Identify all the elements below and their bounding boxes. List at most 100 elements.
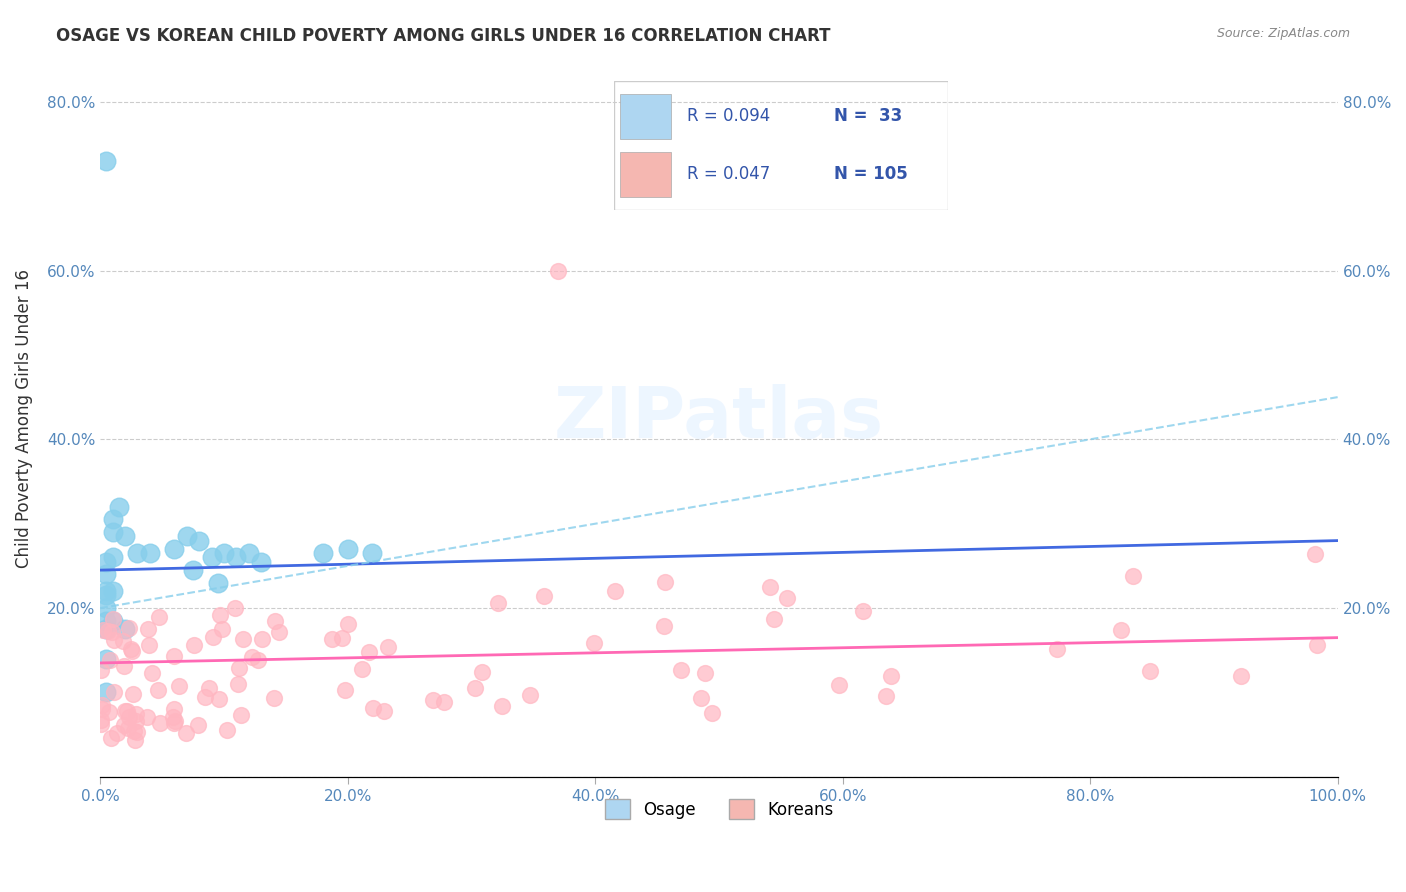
Koreans [163, 714, 186, 728]
Koreans [97, 624, 120, 638]
Osage [188, 533, 211, 548]
Koreans [141, 665, 163, 680]
Osage [176, 529, 198, 543]
Osage [127, 546, 149, 560]
Koreans [547, 263, 569, 277]
Koreans [1109, 624, 1132, 638]
Koreans [357, 645, 380, 659]
Osage [163, 542, 186, 557]
Osage [114, 622, 136, 636]
Koreans [232, 632, 254, 646]
Koreans [240, 650, 263, 665]
Koreans [138, 638, 160, 652]
Koreans [118, 621, 141, 635]
Osage [96, 584, 118, 599]
Koreans [373, 704, 395, 718]
Koreans [121, 687, 143, 701]
Koreans [163, 716, 186, 731]
Koreans [90, 716, 112, 731]
Koreans [1122, 569, 1144, 583]
Koreans [163, 648, 186, 663]
Koreans [519, 688, 541, 702]
Koreans [183, 638, 205, 652]
Koreans [91, 701, 114, 715]
Koreans [762, 612, 785, 626]
Koreans [98, 706, 121, 720]
Koreans [702, 706, 724, 720]
Koreans [197, 681, 219, 695]
Koreans [115, 705, 138, 719]
Koreans [149, 715, 172, 730]
Koreans [211, 622, 233, 636]
Osage [207, 575, 229, 590]
Koreans [187, 718, 209, 732]
Koreans [208, 607, 231, 622]
Koreans [100, 731, 122, 745]
Koreans [263, 614, 285, 628]
Koreans [228, 676, 250, 690]
Koreans [163, 702, 186, 716]
Koreans [120, 641, 142, 656]
Koreans [875, 689, 897, 703]
Osage [96, 555, 118, 569]
Y-axis label: Child Poverty Among Girls Under 16: Child Poverty Among Girls Under 16 [15, 268, 32, 567]
Koreans [112, 658, 135, 673]
Text: Source: ZipAtlas.com: Source: ZipAtlas.com [1216, 27, 1350, 40]
Koreans [101, 612, 124, 626]
Koreans [228, 661, 250, 675]
Koreans [250, 632, 273, 646]
Koreans [201, 630, 224, 644]
Koreans [162, 710, 184, 724]
Text: ZIPatlas: ZIPatlas [554, 384, 884, 453]
Osage [225, 550, 247, 565]
Koreans [880, 669, 903, 683]
Koreans [112, 718, 135, 732]
Koreans [1139, 665, 1161, 679]
Osage [101, 550, 124, 565]
Koreans [1046, 641, 1069, 656]
Koreans [101, 625, 124, 640]
Koreans [350, 662, 373, 676]
Koreans [125, 706, 148, 721]
Osage [181, 563, 204, 577]
Osage [250, 555, 273, 569]
Koreans [121, 644, 143, 658]
Koreans [852, 604, 875, 618]
Osage [361, 546, 384, 560]
Koreans [111, 633, 134, 648]
Osage [336, 542, 359, 557]
Koreans [124, 723, 146, 738]
Osage [96, 622, 118, 636]
Koreans [174, 726, 197, 740]
Koreans [103, 685, 125, 699]
Koreans [127, 724, 149, 739]
Koreans [654, 574, 676, 589]
Koreans [263, 690, 285, 705]
Osage [96, 567, 118, 582]
Koreans [167, 679, 190, 693]
Koreans [91, 623, 114, 637]
Osage [96, 601, 118, 615]
Koreans [117, 722, 139, 736]
Koreans [605, 583, 627, 598]
Koreans [583, 636, 606, 650]
Koreans [124, 732, 146, 747]
Koreans [1303, 548, 1326, 562]
Osage [108, 500, 131, 514]
Koreans [775, 591, 797, 605]
Osage [201, 550, 224, 565]
Osage [101, 525, 124, 540]
Legend: Osage, Koreans: Osage, Koreans [598, 792, 839, 826]
Koreans [125, 714, 148, 728]
Koreans [208, 692, 231, 706]
Koreans [652, 619, 675, 633]
Koreans [90, 698, 112, 713]
Koreans [361, 701, 384, 715]
Koreans [471, 665, 494, 679]
Koreans [217, 723, 239, 737]
Koreans [333, 683, 356, 698]
Koreans [491, 699, 513, 714]
Koreans [247, 653, 270, 667]
Koreans [693, 665, 716, 680]
Koreans [330, 631, 353, 645]
